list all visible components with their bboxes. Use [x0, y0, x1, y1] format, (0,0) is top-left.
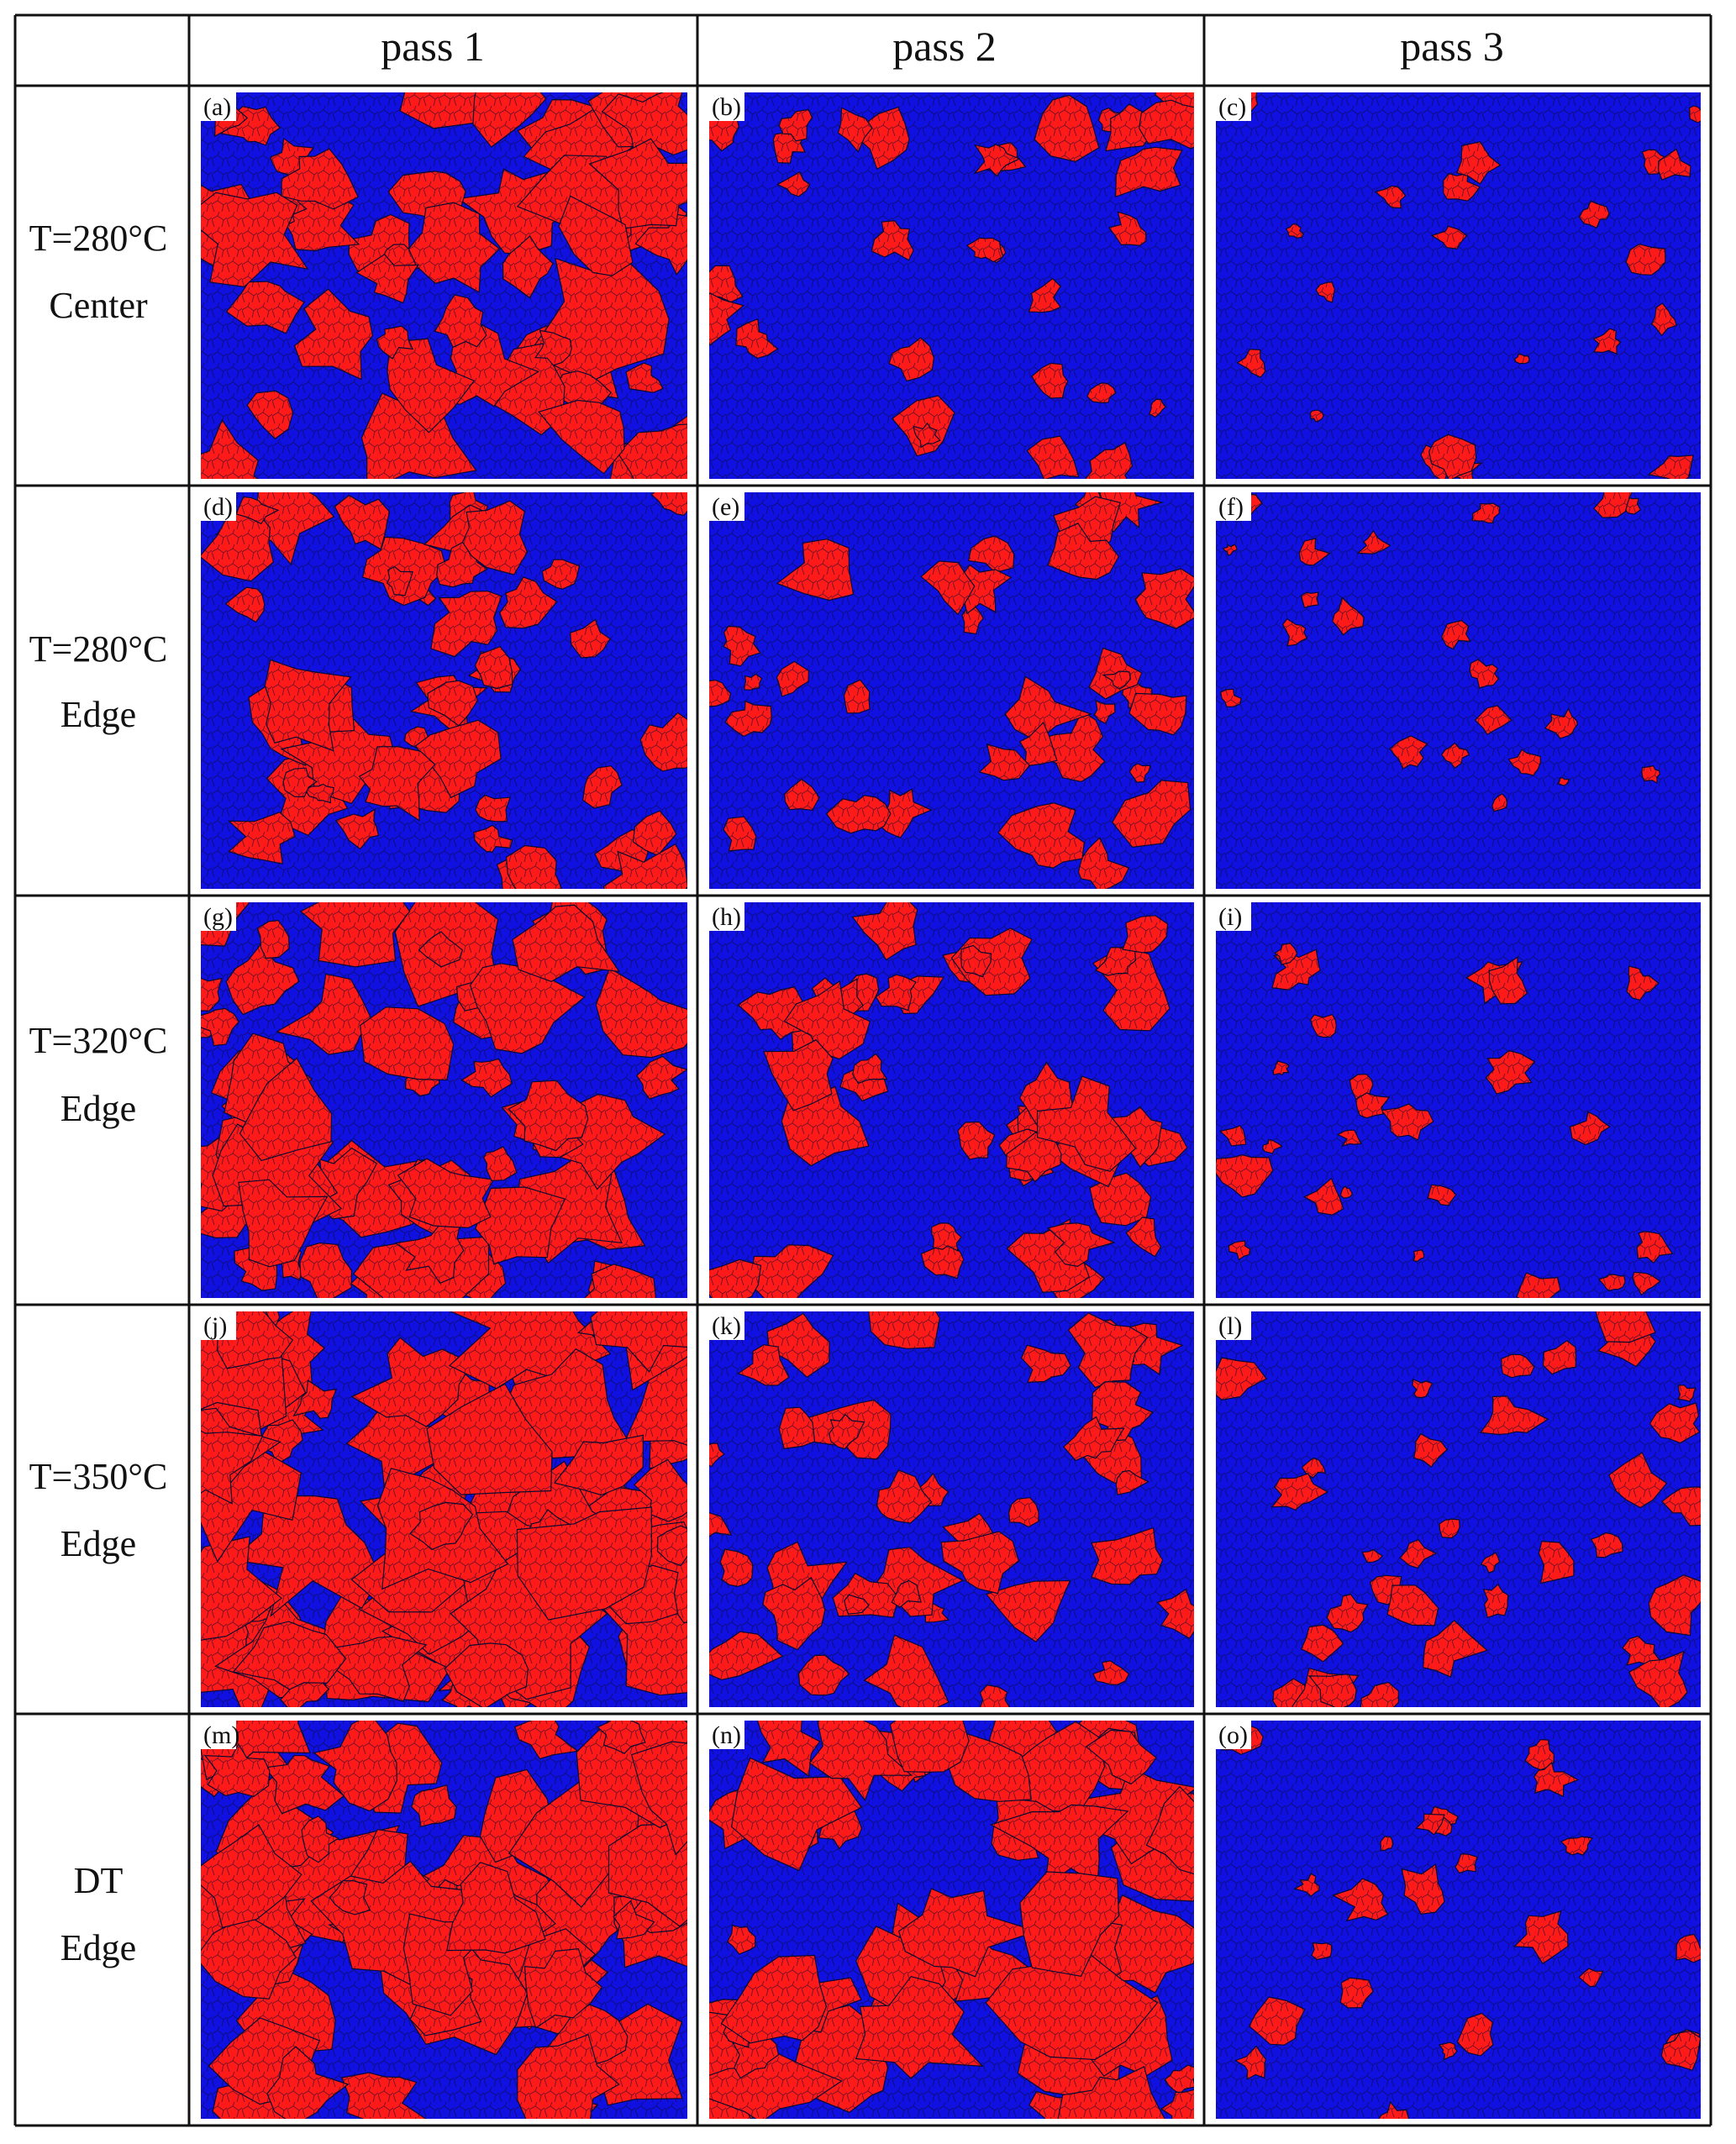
panel-label-bg	[1216, 902, 1251, 931]
panel-label-bg	[201, 492, 236, 521]
panel-label-bg	[1216, 1311, 1251, 1340]
panel-label-bg	[201, 1311, 236, 1340]
panel-label: (h)	[712, 903, 741, 931]
micrograph-panel-e: (e)	[709, 492, 1194, 889]
micrograph-panels: (a) (b) (c) (d) (e) (f) (g) (h) (i) (j) (k) (l) (m) (…	[201, 92, 1701, 2119]
row-label-5-temp: DT	[74, 1860, 124, 1901]
column-header-pass-1: pass 1	[381, 23, 485, 70]
grain-boundary-texture	[1216, 492, 1701, 889]
micrograph-panel-g: (g)	[201, 902, 687, 1298]
panel-label: (k)	[712, 1312, 741, 1340]
panel-label: (m)	[203, 1721, 239, 1749]
grain-boundary-texture	[709, 492, 1194, 889]
row-labels: T=280°C Center T=280°C Edge T=320°C Edge…	[29, 218, 168, 1968]
panel-label: (a)	[203, 93, 231, 121]
panel-label-bg	[709, 902, 744, 931]
grain-boundary-texture	[201, 1721, 687, 2119]
row-label-2-loc: Edge	[60, 694, 136, 735]
micrograph-panel-f: (f)	[1216, 492, 1701, 889]
column-headers: pass 1 pass 2 pass 3	[381, 23, 1504, 70]
micrograph-panel-n: (n)	[709, 1721, 1194, 2119]
panel-label: (l)	[1218, 1312, 1242, 1340]
panel-label-bg	[709, 492, 744, 521]
row-label-3-loc: Edge	[60, 1088, 136, 1129]
row-label-4-loc: Edge	[60, 1523, 136, 1564]
micrograph-panel-l: (l)	[1216, 1311, 1701, 1707]
micrograph-panel-m: (m)	[201, 1721, 687, 2119]
panel-label: (o)	[1218, 1721, 1248, 1749]
panel-label-bg	[201, 902, 236, 931]
table-grid	[13, 13, 1712, 2127]
micrograph-panel-i: (i)	[1216, 902, 1701, 1298]
micrograph-panel-d: (d)	[201, 492, 687, 889]
panel-label-bg	[709, 92, 744, 121]
panel-label-bg	[1216, 92, 1251, 121]
grain-boundary-texture	[201, 492, 687, 889]
row-label-5-loc: Edge	[60, 1927, 136, 1968]
grain-boundary-texture	[1216, 902, 1701, 1298]
grain-boundary-texture	[709, 1721, 1194, 2119]
micrograph-panel-h: (h)	[709, 902, 1194, 1298]
grain-boundary-texture	[709, 92, 1194, 479]
panel-label: (c)	[1218, 93, 1246, 121]
micrograph-panel-a: (a)	[201, 92, 687, 479]
grain-boundary-texture	[201, 902, 687, 1298]
micrograph-panel-k: (k)	[709, 1311, 1194, 1707]
panel-label: (i)	[1218, 903, 1242, 931]
panel-label-bg	[1216, 492, 1251, 521]
panel-label: (e)	[712, 493, 739, 521]
micrograph-panel-j: (j)	[201, 1311, 687, 1707]
grain-boundary-texture	[1216, 1311, 1701, 1707]
row-label-4-temp: T=350°C	[29, 1456, 168, 1497]
panel-label-bg	[1216, 1721, 1251, 1749]
grain-boundary-texture	[201, 92, 687, 479]
row-label-1-loc: Center	[49, 285, 148, 326]
grain-boundary-texture	[709, 902, 1194, 1298]
panel-label-bg	[201, 1721, 236, 1749]
panel-label-bg	[201, 92, 236, 121]
panel-label: (j)	[203, 1312, 227, 1340]
micrograph-panel-b: (b)	[709, 92, 1194, 479]
row-label-1-temp: T=280°C	[29, 218, 168, 259]
panel-label-bg	[709, 1721, 744, 1749]
panel-label-bg	[709, 1311, 744, 1340]
row-label-2-temp: T=280°C	[29, 628, 168, 670]
panel-label: (g)	[203, 903, 233, 931]
micrograph-panel-o: (o)	[1216, 1721, 1701, 2119]
panel-label: (b)	[712, 93, 741, 121]
panel-label: (d)	[203, 493, 233, 521]
grain-boundary-texture	[1216, 92, 1701, 479]
panel-label: (n)	[712, 1721, 741, 1749]
grain-boundary-texture	[201, 1311, 687, 1707]
micrograph-panel-c: (c)	[1216, 92, 1701, 479]
column-header-pass-3: pass 3	[1400, 23, 1504, 70]
panel-label: (f)	[1218, 493, 1244, 521]
column-header-pass-2: pass 2	[892, 23, 997, 70]
grain-boundary-texture	[709, 1311, 1194, 1707]
row-label-3-temp: T=320°C	[29, 1020, 168, 1061]
grain-boundary-texture	[1216, 1721, 1701, 2119]
